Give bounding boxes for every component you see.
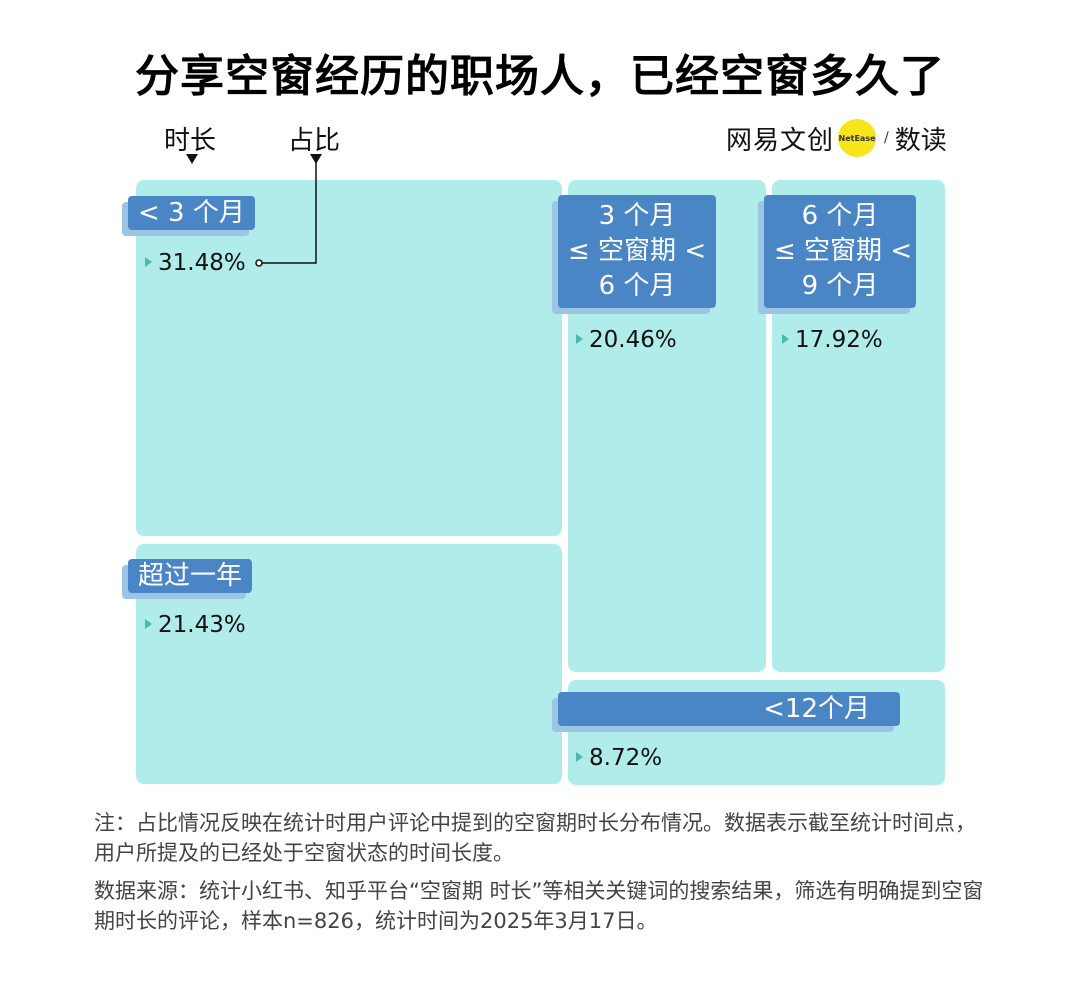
brand-slash: / [884, 130, 889, 146]
duration-arrow-icon [186, 154, 198, 164]
category-label-4: 6 个月 ≤ 空窗期 < 9 个月 [764, 195, 916, 308]
category-label-2: 超过一年 [128, 559, 253, 593]
marker-icon [576, 751, 583, 762]
axis-label-share: 占比 [288, 126, 341, 156]
chart-title: 分享空窗经历的职场人，已经空窗多久了 [135, 51, 945, 102]
category-label-line: < 3 个月 [138, 198, 245, 228]
value-text: 20.46% [589, 327, 677, 353]
brand-dot-icon: NetEase [838, 119, 877, 157]
treemap-cell-1 [136, 180, 562, 536]
marker-icon [145, 256, 152, 267]
category-label-1: < 3 个月 [128, 196, 255, 230]
axis-label-duration: 时长 [164, 126, 217, 156]
value-text: 17.92% [795, 327, 883, 353]
marker-icon [145, 618, 152, 629]
value-text: 21.43% [158, 612, 246, 638]
category-label-line: 超过一年 [138, 561, 243, 591]
value-label-2: 21.43% [145, 612, 246, 638]
category-label-line: ≤ 空窗期 < [568, 236, 707, 266]
value-label-1: 31.48% [145, 250, 246, 276]
chart-note: 注：占比情况反映在统计时用户评论中提到的空窗期时长分布情况。数据表示截至统计时间… [94, 811, 976, 865]
category-label-line: 3 个月 [598, 201, 676, 231]
value-text: 8.72% [589, 745, 663, 771]
marker-icon [576, 333, 583, 344]
value-label-3: 20.46% [576, 327, 677, 353]
marker-icon [782, 333, 789, 344]
category-label-3: 3 个月 ≤ 空窗期 < 6 个月 [558, 195, 716, 308]
value-label-4: 17.92% [782, 327, 883, 353]
category-label-line: 6 个月 [598, 271, 676, 301]
brand-sub: 数读 [894, 125, 947, 156]
value-label-5: 8.72% [576, 745, 662, 771]
chart-source: 数据来源：统计小红书、知乎平台“空窗期 时长”等相关关键词的搜索结果，筛选有明确… [94, 879, 984, 933]
category-label-5: <12个月 [558, 692, 900, 726]
category-label-line: 9 个月 [801, 271, 879, 301]
category-label-line: 6 个月 [801, 201, 879, 231]
value-text: 31.48% [158, 250, 246, 276]
category-label-line: <12个月 [763, 694, 870, 724]
brand-main: 网易文创 [726, 125, 835, 156]
category-label-line: ≤ 空窗期 < [774, 236, 913, 266]
brand-logo: 网易文创 NetEase / 数读 [726, 118, 947, 158]
